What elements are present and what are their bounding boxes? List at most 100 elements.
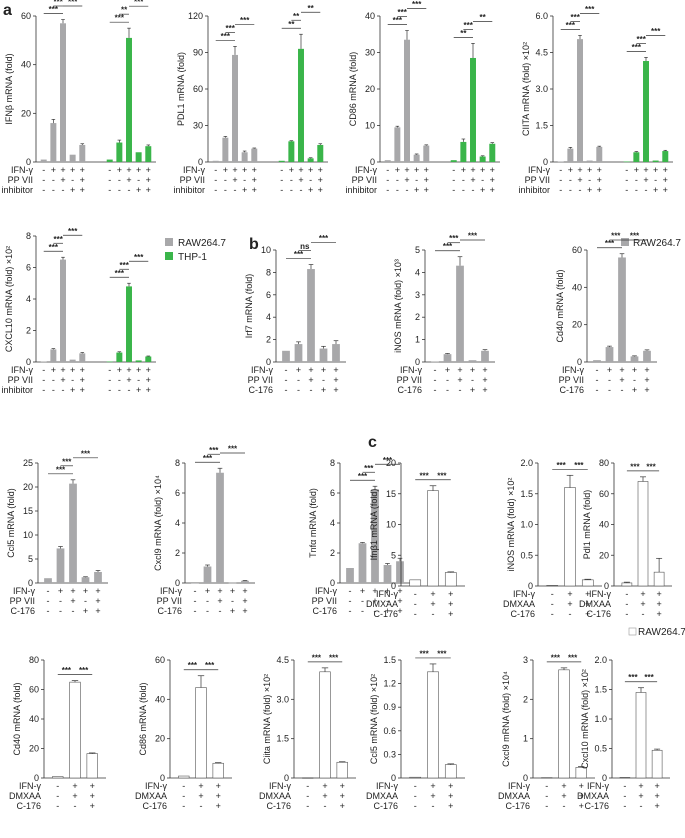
condition-sign: + <box>597 185 602 195</box>
y-tick-label: 0.5 <box>594 744 607 754</box>
bar <box>145 356 152 362</box>
condition-sign: + <box>480 185 485 195</box>
sig-label: *** <box>605 239 615 248</box>
legend-b: RAW264.7 <box>621 238 681 249</box>
condition-sign: - <box>635 185 638 195</box>
y-tick-label: 20 <box>386 458 396 468</box>
condition-sign: + <box>289 165 294 175</box>
bar <box>409 776 422 779</box>
condition-label: IFN-γ <box>13 586 35 596</box>
condition-sign: - <box>386 596 389 606</box>
y-tick-label: 60 <box>572 245 582 255</box>
condition-sign: + <box>80 175 85 185</box>
sig-label: *** <box>630 462 640 471</box>
condition-sign: + <box>653 165 658 175</box>
condition-sign: - <box>224 185 227 195</box>
condition-sign: - <box>545 781 548 791</box>
bar <box>135 360 142 362</box>
sig-label: *** <box>393 16 403 25</box>
condition-sign: - <box>588 175 591 185</box>
y-tick-label: 10 <box>23 530 33 540</box>
condition-sign: - <box>206 606 209 616</box>
condition-sign: + <box>216 781 221 791</box>
legend-swatch-thp <box>165 252 173 260</box>
bar <box>481 350 489 362</box>
condition-sign: + <box>90 781 95 791</box>
bar <box>106 159 113 162</box>
bar <box>116 352 123 362</box>
y-tick-label: 10 <box>365 121 375 131</box>
condition-sign: + <box>430 599 435 609</box>
bar <box>216 472 224 583</box>
condition-sign: + <box>448 589 453 599</box>
sig-label: *** <box>134 253 144 262</box>
condition-sign: + <box>640 589 645 599</box>
condition-sign: - <box>633 375 636 385</box>
y-tick-label: 5 <box>415 245 420 255</box>
condition-sign: + <box>490 165 495 175</box>
legend-b-swatch <box>621 238 629 246</box>
condition-sign: - <box>47 596 50 606</box>
bar <box>619 777 631 779</box>
condition-sign: - <box>84 596 87 606</box>
y-axis-label: Ccl5 mRNA (fold) <box>6 488 16 558</box>
condition-sign: - <box>471 375 474 385</box>
y-axis-label: Ifnβ1 mRNA (fold) <box>369 489 379 561</box>
condition-sign: + <box>60 175 65 185</box>
sig-label: *** <box>419 471 429 480</box>
condition-sign: + <box>448 609 453 619</box>
y-tick-label: 40 <box>21 60 31 70</box>
bar <box>317 144 324 162</box>
y-tick-label: 0 <box>198 157 203 167</box>
y-tick-label: 1 <box>415 335 420 345</box>
y-axis-label: Pdl1 mRNA (fold) <box>582 490 592 560</box>
bar <box>621 582 633 587</box>
sig-label: *** <box>611 232 621 241</box>
sig-label: *** <box>437 649 447 658</box>
y-tick-label: 4 <box>330 518 335 528</box>
condition-sign: + <box>561 791 566 801</box>
condition-sign: + <box>232 165 237 175</box>
y-axis-label: iNOS mRNA (fold) ×10³ <box>393 259 403 353</box>
sig-label: *** <box>134 0 144 7</box>
y-tick-label: 2 <box>26 326 31 336</box>
sig-label: *** <box>383 456 393 465</box>
y-tick-label: 0 <box>543 157 548 167</box>
bar <box>346 568 354 583</box>
sig-label: *** <box>646 462 656 471</box>
y-tick-label: 15 <box>23 506 33 516</box>
condition-sign: - <box>108 385 111 395</box>
condition-sign: + <box>146 165 151 175</box>
bar <box>423 145 430 162</box>
bar <box>470 57 476 162</box>
y-tick-label: 10 <box>386 520 396 530</box>
bar <box>489 143 496 162</box>
condition-sign: - <box>108 365 111 375</box>
y-tick-label: 5 <box>391 550 396 560</box>
condition-label: PP VII <box>559 375 584 385</box>
bar <box>383 565 392 583</box>
condition-sign: - <box>280 185 283 195</box>
bar <box>79 353 86 362</box>
y-tick-label: 3.0 <box>535 84 548 94</box>
sig-label: *** <box>574 461 584 470</box>
condition-sign: + <box>217 596 222 606</box>
bar <box>40 361 47 363</box>
condition-sign: + <box>638 781 643 791</box>
bar <box>443 354 452 362</box>
condition-sign: + <box>230 606 235 616</box>
condition-sign: - <box>128 185 131 195</box>
y-tick-label: 60 <box>29 685 39 695</box>
condition-label: PP VII <box>397 375 422 385</box>
condition-sign: - <box>234 185 237 195</box>
condition-sign: - <box>300 185 303 195</box>
y-axis-label: Cxcl9 mRNA (fold) ×10⁴ <box>501 671 511 767</box>
condition-sign: - <box>434 365 437 375</box>
bar <box>541 777 553 779</box>
condition-sign: - <box>462 185 465 195</box>
bar <box>288 141 295 162</box>
bar <box>60 23 66 162</box>
